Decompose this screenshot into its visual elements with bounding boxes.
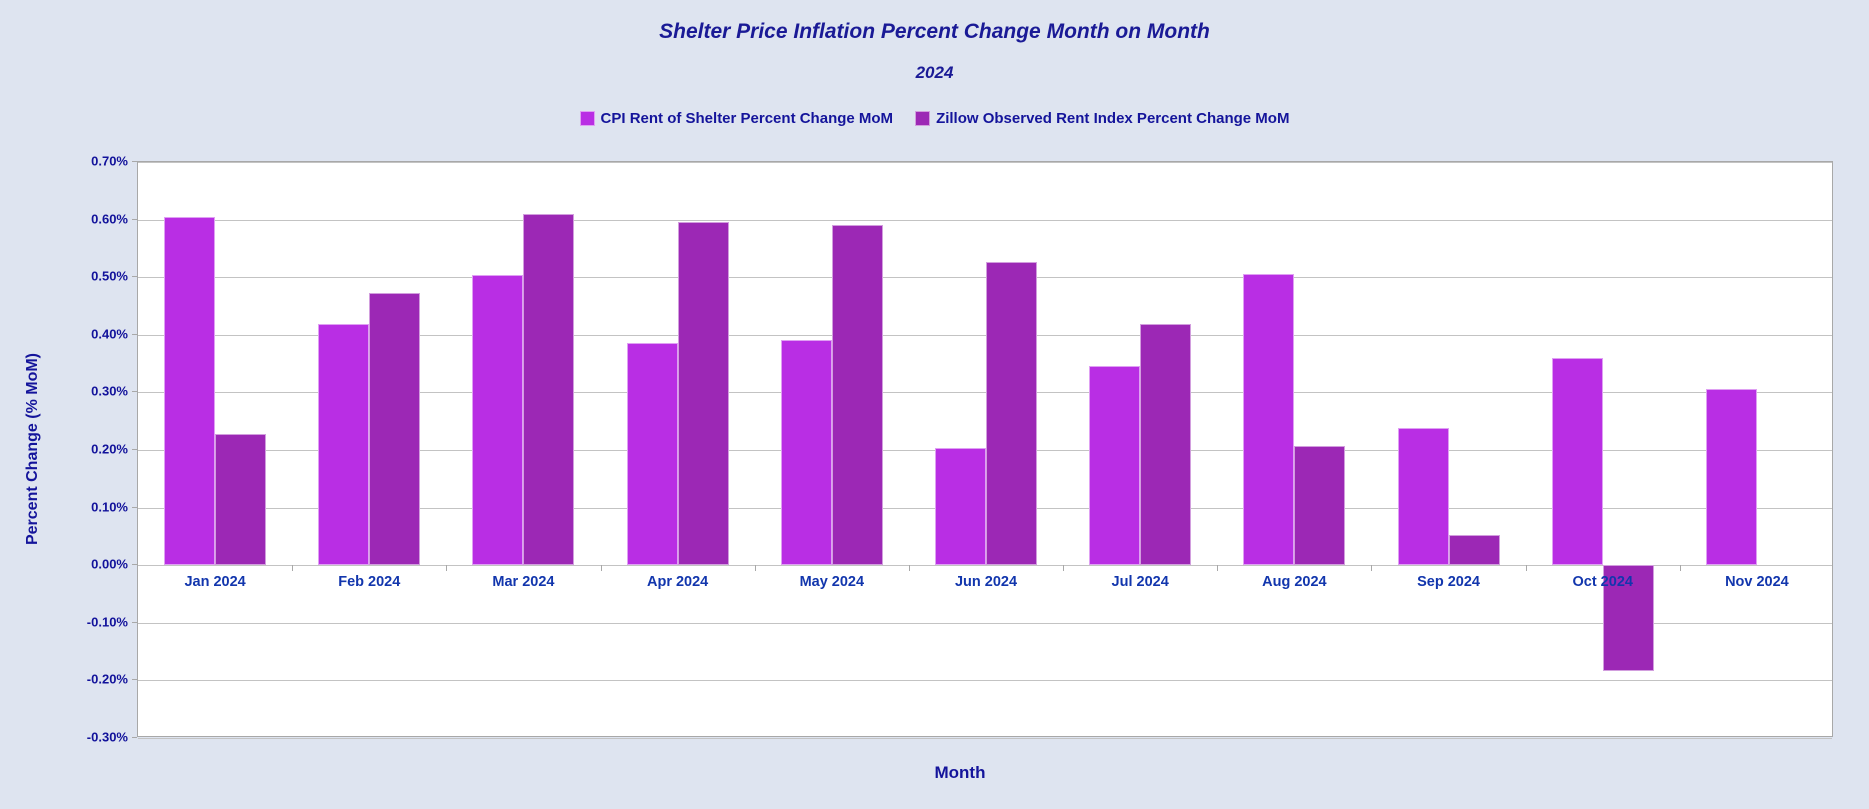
- bar: [1294, 445, 1346, 566]
- y-axis-tick-mark: [132, 391, 137, 393]
- bar: [1448, 534, 1500, 566]
- gridline: [138, 334, 1832, 336]
- x-tick-label: Sep 2024: [1417, 574, 1480, 591]
- legend-item: Zillow Observed Rent Index Percent Chang…: [915, 110, 1289, 127]
- y-tick-label: 0.70%: [91, 153, 128, 169]
- plot-area: Jan 2024 Feb 2024 Mar 2024 Apr 2024 May 2024…: [137, 161, 1833, 739]
- gridline: [138, 219, 1832, 221]
- x-tick-label: Apr 2024: [646, 574, 709, 591]
- y-axis-tick-mark: [132, 679, 137, 681]
- bar: [677, 221, 729, 566]
- x-axis-title: Month: [934, 763, 986, 782]
- bar: [1140, 323, 1192, 566]
- bar: [1397, 427, 1449, 566]
- y-tick-label: 0.00%: [91, 556, 128, 572]
- legend-swatch-icon: [579, 111, 595, 126]
- y-axis-tick-mark: [132, 218, 137, 220]
- bar: [164, 216, 216, 566]
- chart-title: Shelter Price Inflation Percent Change M…: [659, 20, 1210, 43]
- x-axis-tick-mark: [1063, 565, 1064, 572]
- x-tick-label: Feb 2024: [338, 574, 401, 591]
- gridline: [138, 277, 1832, 279]
- x-tick-label: Jan 2024: [184, 574, 246, 591]
- bar: [318, 324, 370, 566]
- y-axis-tick-mark: [132, 621, 137, 623]
- bar: [831, 224, 883, 566]
- y-tick-label: -0.20%: [86, 671, 128, 687]
- bar: [1705, 388, 1757, 566]
- x-tick-label: Mar 2024: [492, 574, 555, 591]
- y-tick-label: 0.40%: [91, 326, 128, 342]
- bar: [472, 275, 524, 566]
- legend-label: CPI Rent of Shelter Percent Change MoM: [600, 110, 894, 127]
- legend-item: CPI Rent of Shelter Percent Change MoM: [579, 110, 894, 127]
- x-axis-tick-mark: [1680, 565, 1681, 572]
- x-axis-tick-mark: [755, 565, 756, 572]
- bar: [986, 261, 1037, 566]
- y-tick-label: 0.50%: [91, 268, 128, 284]
- x-axis-tick-mark: [292, 565, 293, 572]
- bar: [935, 447, 986, 566]
- y-axis-tick-mark: [132, 564, 137, 566]
- x-axis-tick-mark: [1526, 565, 1527, 572]
- x-tick-label: Jul 2024: [1111, 574, 1169, 591]
- y-axis-tick-mark: [132, 333, 137, 335]
- bar: [1243, 273, 1295, 566]
- gridline: [138, 738, 1832, 739]
- y-tick-label: 0.10%: [91, 499, 128, 515]
- x-axis-tick-mark: [909, 565, 910, 572]
- chart-subtitle: 2024: [915, 63, 954, 82]
- y-axis-tick-mark: [132, 506, 137, 508]
- legend: CPI Rent of Shelter Percent Change MoM Zi…: [0, 110, 1869, 127]
- y-axis-tick-mark: [132, 276, 137, 278]
- x-axis-tick-mark: [601, 565, 602, 572]
- bar: [1551, 357, 1603, 566]
- y-axis-tick-mark: [132, 449, 137, 450]
- gridline: [138, 622, 1832, 624]
- x-tick-label: May 2024: [799, 574, 865, 591]
- bar: [369, 292, 421, 566]
- x-axis-tick-mark: [446, 565, 447, 572]
- y-tick-label: 0.30%: [91, 383, 128, 399]
- y-tick-label: 0.20%: [91, 441, 128, 457]
- x-tick-label: Oct 2024: [1572, 574, 1633, 591]
- x-tick-label: Aug 2024: [1262, 574, 1327, 591]
- x-tick-label: Nov 2024: [1725, 574, 1789, 591]
- y-axis-tick-mark: [132, 161, 137, 162]
- gridline: [138, 680, 1832, 682]
- bar: [1089, 365, 1141, 566]
- gridline: [138, 162, 1832, 163]
- y-tick-label: -0.30%: [86, 729, 128, 745]
- bar: [780, 339, 832, 566]
- gridline: [138, 392, 1832, 394]
- x-tick-label: Jun 2024: [954, 574, 1018, 591]
- x-axis-tick-mark: [1371, 565, 1372, 572]
- y-tick-label: -0.10%: [86, 614, 128, 630]
- gridline: [138, 565, 1832, 567]
- bar: [626, 342, 678, 566]
- y-tick-label: 0.60%: [91, 211, 128, 227]
- bar: [215, 433, 267, 566]
- bar: [1602, 565, 1654, 672]
- x-axis-tick-mark: [1217, 565, 1218, 572]
- y-axis-tick-mark: [132, 737, 137, 738]
- legend-label: Zillow Observed Rent Index Percent Chang…: [936, 110, 1290, 127]
- bar: [523, 213, 575, 566]
- legend-swatch-icon: [915, 111, 931, 126]
